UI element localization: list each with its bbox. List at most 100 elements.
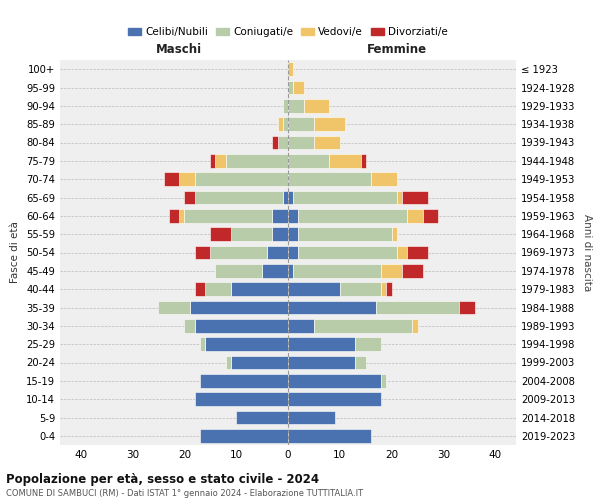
Bar	[407, 209, 423, 222]
Bar	[288, 392, 381, 406]
Bar	[226, 154, 288, 168]
Bar	[184, 209, 272, 222]
Bar	[179, 172, 195, 186]
Bar	[195, 319, 288, 332]
Bar	[215, 264, 262, 278]
Bar	[288, 319, 314, 332]
Bar	[283, 99, 288, 112]
Bar	[361, 154, 366, 168]
Bar	[355, 338, 381, 351]
Bar	[381, 282, 386, 296]
Bar	[272, 136, 278, 149]
Bar	[288, 282, 340, 296]
Bar	[423, 209, 438, 222]
Bar	[231, 282, 288, 296]
Bar	[195, 392, 288, 406]
Bar	[329, 154, 361, 168]
Bar	[288, 338, 355, 351]
Bar	[288, 190, 293, 204]
Bar	[205, 282, 231, 296]
Bar	[397, 190, 402, 204]
Bar	[314, 136, 340, 149]
Bar	[190, 300, 288, 314]
Bar	[272, 209, 288, 222]
Bar	[283, 190, 288, 204]
Bar	[179, 209, 184, 222]
Bar	[169, 209, 179, 222]
Bar	[298, 228, 392, 241]
Bar	[262, 264, 288, 278]
Bar	[195, 282, 205, 296]
Bar	[304, 99, 329, 112]
Bar	[195, 246, 210, 260]
Text: Femmine: Femmine	[367, 44, 427, 57]
Bar	[407, 246, 428, 260]
Bar	[293, 264, 381, 278]
Bar	[288, 154, 329, 168]
Bar	[272, 228, 288, 241]
Bar	[288, 356, 355, 370]
Y-axis label: Fasce di età: Fasce di età	[10, 222, 20, 284]
Bar	[236, 410, 288, 424]
Legend: Celibi/Nubili, Coniugati/e, Vedovi/e, Divorziati/e: Celibi/Nubili, Coniugati/e, Vedovi/e, Di…	[124, 23, 452, 41]
Bar	[459, 300, 475, 314]
Bar	[298, 209, 407, 222]
Bar	[392, 228, 397, 241]
Bar	[288, 209, 298, 222]
Text: Maschi: Maschi	[156, 44, 202, 57]
Bar	[293, 190, 397, 204]
Bar	[288, 300, 376, 314]
Bar	[200, 338, 205, 351]
Bar	[288, 374, 381, 388]
Bar	[340, 282, 381, 296]
Bar	[288, 136, 314, 149]
Bar	[288, 228, 298, 241]
Bar	[298, 246, 397, 260]
Bar	[381, 374, 386, 388]
Bar	[288, 264, 293, 278]
Bar	[231, 356, 288, 370]
Bar	[184, 319, 195, 332]
Bar	[278, 118, 283, 131]
Bar	[288, 429, 371, 442]
Bar	[231, 228, 272, 241]
Bar	[314, 118, 345, 131]
Bar	[184, 190, 195, 204]
Bar	[200, 429, 288, 442]
Bar	[402, 190, 428, 204]
Bar	[164, 172, 179, 186]
Bar	[288, 80, 293, 94]
Bar	[195, 172, 288, 186]
Bar	[195, 190, 283, 204]
Bar	[288, 118, 314, 131]
Bar	[288, 246, 298, 260]
Bar	[283, 118, 288, 131]
Bar	[226, 356, 231, 370]
Bar	[371, 172, 397, 186]
Bar	[288, 172, 371, 186]
Bar	[288, 99, 304, 112]
Bar	[355, 356, 366, 370]
Bar	[278, 136, 288, 149]
Bar	[376, 300, 459, 314]
Bar	[386, 282, 392, 296]
Bar	[288, 62, 293, 76]
Bar	[267, 246, 288, 260]
Bar	[288, 410, 335, 424]
Bar	[215, 154, 226, 168]
Bar	[210, 228, 231, 241]
Bar	[397, 246, 407, 260]
Text: Popolazione per età, sesso e stato civile - 2024: Popolazione per età, sesso e stato civil…	[6, 472, 319, 486]
Bar	[210, 154, 215, 168]
Text: COMUNE DI SAMBUCI (RM) - Dati ISTAT 1° gennaio 2024 - Elaborazione TUTTITALIA.IT: COMUNE DI SAMBUCI (RM) - Dati ISTAT 1° g…	[6, 489, 363, 498]
Bar	[205, 338, 288, 351]
Bar	[314, 319, 412, 332]
Bar	[210, 246, 267, 260]
Bar	[402, 264, 423, 278]
Y-axis label: Anni di nascita: Anni di nascita	[582, 214, 592, 291]
Bar	[200, 374, 288, 388]
Bar	[293, 80, 304, 94]
Bar	[412, 319, 418, 332]
Bar	[381, 264, 402, 278]
Bar	[158, 300, 190, 314]
